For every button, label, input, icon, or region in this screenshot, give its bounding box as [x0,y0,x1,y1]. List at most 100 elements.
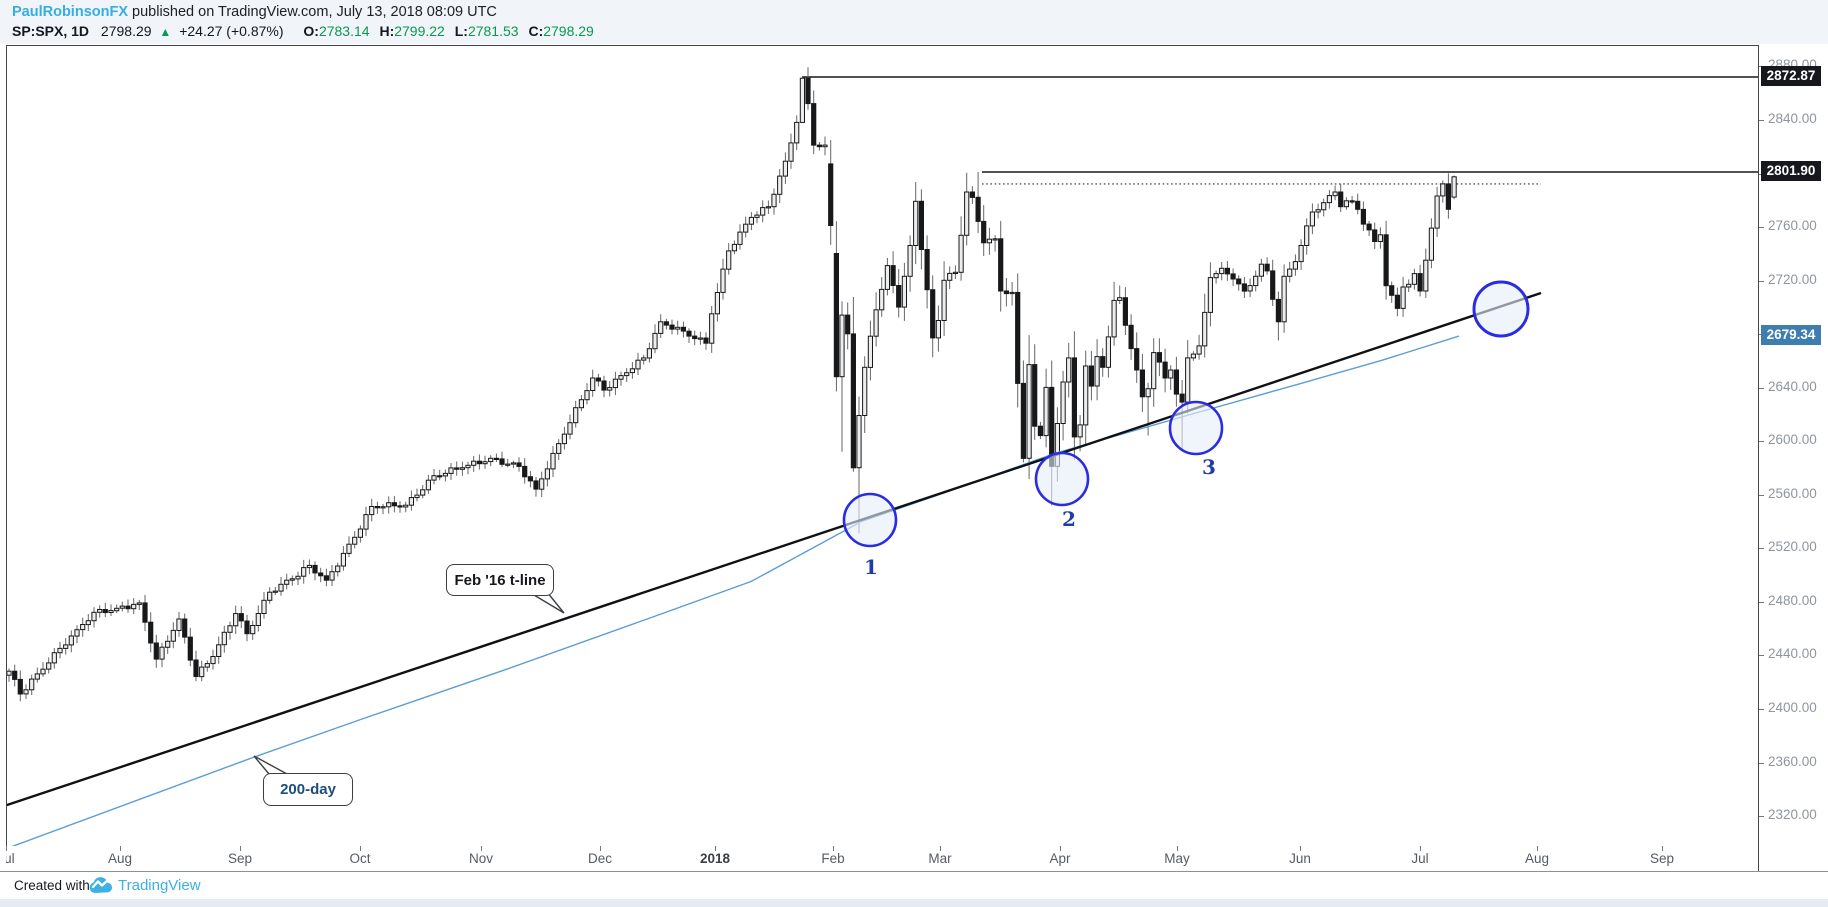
price-tick-label: 2560.00 [1768,486,1817,501]
close-value: 2798.29 [543,23,594,39]
price-tick-label: 2440.00 [1768,646,1817,661]
price-badge: 2872.87 [1761,66,1821,86]
month-tick [1662,846,1663,851]
price-badge: 2679.34 [1761,325,1821,345]
price-badge: 2801.90 [1761,161,1821,181]
symbol-label: SP:SPX, 1D [12,23,90,39]
time-axis[interactable]: Jul Aug Sep Oct Nov Dec 2018 Feb Mar Apr May Jun Jul… [6,846,1758,871]
candlestick-chart-canvas[interactable]: 1 2 3 [7,46,1759,846]
month-label: Sep [1649,851,1675,866]
price-axis[interactable]: 2880.002840.002800.002760.002720.002680.… [1758,45,1828,871]
month-tick [240,846,241,851]
created-with-text: Created with [14,878,90,893]
last-price: 2798.29 [100,23,152,39]
annotation-circles: 1 2 3 [842,280,1530,579]
month-label: Jul [6,851,15,866]
month-label: Nov [468,851,493,866]
ma200-callout-text: 200-day [280,781,336,798]
month-label: Aug [107,851,133,866]
price-tick-label: 2760.00 [1768,218,1817,233]
month-label: Oct [349,851,371,866]
feb16-trend-line [7,291,1542,807]
price-tick [1759,388,1764,389]
touch-circle [1472,280,1530,338]
month-tick [1300,846,1301,851]
footer-bar: Created with TradingView [0,872,1828,899]
change-value: +24.27 (+0.87%) [179,23,284,39]
trendline-callout: Feb '16 t-line [446,564,554,596]
month-tick [600,846,601,851]
price-tick-label: 2840.00 [1768,111,1817,126]
publish-line: PaulRobinsonFX published on TradingView.… [12,4,497,20]
price-tick [1759,709,1764,710]
symbol-ohlc-line: SP:SPX, 1D 2798.29 ▲ +24.27 (+0.87%) O:2… [12,23,594,39]
month-tick [481,846,482,851]
touch-number: 1 [864,555,878,579]
ma200-callout: 200-day [263,773,353,806]
month-label: Dec [587,851,612,866]
touch-number: 2 [1062,507,1076,531]
touch-circle [1168,400,1224,456]
price-tick [1759,763,1764,764]
tradingview-logo-icon [89,877,113,893]
month-label: Jun [1289,851,1311,866]
high-value: 2799.22 [394,23,445,39]
trendline-callout-text: Feb '16 t-line [454,571,546,589]
month-tick [940,846,941,851]
price-tick-label: 2640.00 [1768,379,1817,394]
month-label: Jul [1411,851,1429,866]
footer-divider [0,871,1828,872]
callout-tail [253,755,288,775]
month-label: May [1164,851,1190,866]
month-tick [360,846,361,851]
up-triangle-icon: ▲ [159,25,172,39]
price-tick [1759,120,1764,121]
month-tick [6,846,7,851]
candlestick-series [7,67,1457,702]
month-label: 2018 [699,851,731,866]
price-tick [1759,548,1764,549]
month-tick [1060,846,1061,851]
footer-strip [0,899,1828,907]
price-tick-label: 2720.00 [1768,272,1817,287]
month-label: Mar [928,851,952,866]
header-bar: PaulRobinsonFX published on TradingView.… [0,0,1828,44]
price-tick [1759,441,1764,442]
month-label: Apr [1049,851,1071,866]
open-label: O: [303,23,319,39]
chart-plot-area[interactable]: 1 2 3 Feb '16 t-line 200-day [6,45,1760,847]
price-tick-label: 2480.00 [1768,593,1817,608]
touch-circle [842,492,898,548]
open-value: 2783.14 [318,23,370,39]
month-tick [1537,846,1538,851]
price-tick-label: 2360.00 [1768,754,1817,769]
ma-200-line [11,335,1460,846]
price-tick [1759,602,1764,603]
high-label: H: [379,23,395,39]
touch-number: 3 [1202,455,1216,479]
author-link[interactable]: PaulRobinsonFX [12,4,128,20]
price-tick-label: 2400.00 [1768,700,1817,715]
month-tick [1177,846,1178,851]
tradingview-brand-link[interactable]: TradingView [118,877,201,894]
month-tick [833,846,834,851]
month-tick [120,846,121,851]
price-tick [1759,655,1764,656]
low-value: 2781.53 [467,23,519,39]
published-text: published on TradingView.com, July 13, 2… [128,4,497,20]
month-label: Feb [821,851,845,866]
price-tick [1759,495,1764,496]
month-tick [1420,846,1421,851]
month-tick [715,846,716,851]
month-label: Aug [1524,851,1550,866]
price-tick [1759,281,1764,282]
price-tick [1759,816,1764,817]
month-label: Sep [227,851,253,866]
close-label: C: [528,23,544,39]
touch-circle [1034,451,1090,507]
price-tick [1759,227,1764,228]
price-tick-label: 2600.00 [1768,432,1817,447]
price-tick-label: 2320.00 [1768,807,1817,822]
price-tick-label: 2520.00 [1768,539,1817,554]
